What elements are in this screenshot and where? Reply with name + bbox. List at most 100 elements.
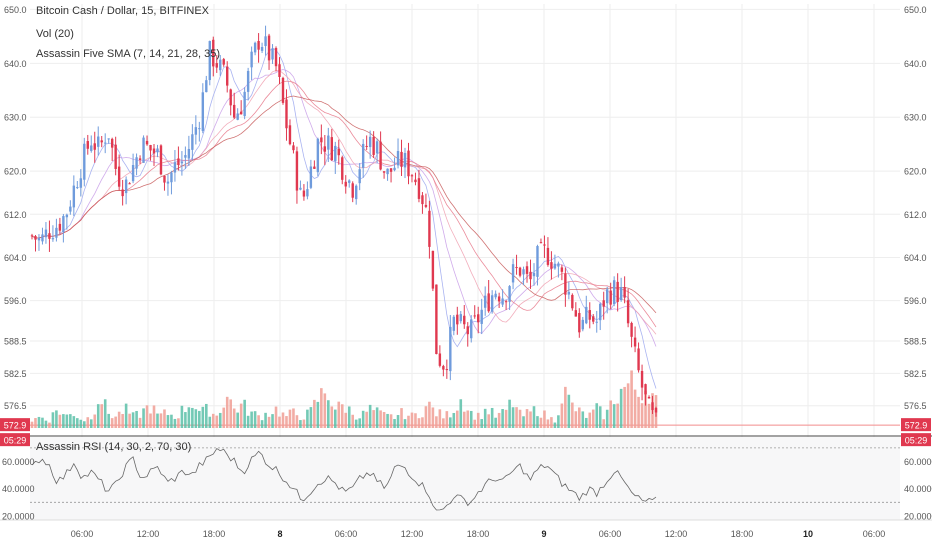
- price-tick-label: 650.0: [904, 5, 927, 15]
- volume-bar: [588, 412, 592, 428]
- volume-bar: [82, 421, 86, 428]
- volume-bar: [347, 406, 351, 428]
- candle-body-down: [518, 267, 522, 276]
- candle-body-down: [539, 242, 543, 244]
- rsi-tick-label: 20.0000: [2, 511, 35, 521]
- volume-bar: [553, 422, 557, 428]
- time-tick-label: 06:00: [335, 529, 358, 539]
- volume-bar: [515, 407, 518, 428]
- candle-body-up: [142, 137, 145, 163]
- candle-body-up: [501, 298, 504, 305]
- candle-body-down: [365, 145, 368, 147]
- candle-body-up: [124, 179, 128, 194]
- candle-body-up: [253, 42, 257, 53]
- volume-bar: [508, 399, 511, 428]
- volume-bar: [529, 411, 532, 428]
- volume-bar: [306, 409, 309, 428]
- candle-body-down: [379, 141, 382, 170]
- volume-bar: [239, 403, 243, 428]
- candle-body-down: [438, 353, 442, 366]
- rsi-tick-label: 40.0000: [2, 484, 35, 494]
- volume-bar: [612, 404, 616, 428]
- candle-body-down: [34, 236, 37, 240]
- sma-lines: [31, 47, 657, 389]
- last-price-label: 572.9: [905, 421, 928, 431]
- sma-line-14: [31, 69, 657, 347]
- candle-body-up: [553, 263, 557, 269]
- candle-body-up: [459, 314, 462, 322]
- volume-bar: [602, 419, 606, 428]
- candle-body-down: [163, 175, 166, 183]
- volume-bar: [630, 370, 633, 428]
- volume-bar: [299, 420, 302, 428]
- time-tick-label: 06:00: [71, 529, 94, 539]
- candle-body-down: [431, 250, 435, 289]
- volume-bar: [232, 408, 236, 428]
- volume-bar: [58, 414, 62, 428]
- volume-bar: [598, 406, 602, 428]
- volume-bar: [34, 418, 37, 428]
- time-tick-label: 12:00: [401, 529, 424, 539]
- volume-bar: [337, 401, 341, 428]
- volume-bar: [110, 418, 114, 428]
- candle-body-up: [264, 36, 267, 47]
- time-tick-label: 18:00: [467, 529, 490, 539]
- price-tick-label: 596.0: [904, 296, 927, 306]
- candle-body-up: [309, 166, 313, 188]
- volume-bar: [543, 410, 546, 428]
- price-axis-right[interactable]: 650.0 640.0 630.0 620.0 612.0 604.0 596.0 588.5…: [904, 5, 932, 522]
- candle-body-up: [619, 287, 623, 301]
- volume-bar: [640, 403, 644, 428]
- candle-body-down: [117, 166, 121, 187]
- volume-bar: [198, 410, 201, 428]
- time-tick-label: 06:00: [599, 529, 622, 539]
- volume-bar: [511, 407, 515, 428]
- sma-line-35: [31, 95, 657, 314]
- volume-bar: [414, 413, 417, 428]
- time-tick-label: 18:00: [731, 529, 754, 539]
- volume-bar: [557, 415, 560, 428]
- candle-body-down: [232, 104, 236, 118]
- candle-body-up: [205, 80, 208, 93]
- rsi-indicator-label[interactable]: Assassin RSI (14, 30, 2, 70, 30): [36, 441, 192, 453]
- volume-bar: [403, 419, 407, 428]
- candle-body-down: [86, 141, 89, 149]
- sma-line-21: [31, 69, 657, 335]
- candle-body-down: [341, 157, 344, 180]
- time-axis[interactable]: 06:00 12:00 18:00 8 06:00 12:00 18:00 9 06:00 12:…: [71, 529, 886, 539]
- volume-bar: [267, 416, 271, 428]
- candle-body-down: [574, 310, 578, 317]
- volume-indicator-label[interactable]: Vol (20): [36, 28, 74, 40]
- volume-bar: [292, 408, 295, 428]
- volume-bar: [571, 402, 574, 428]
- candle-body-down: [351, 183, 354, 198]
- candle-body-up: [299, 187, 302, 190]
- time-tick-label: 12:00: [665, 529, 688, 539]
- candle-body-up: [246, 70, 250, 92]
- volume-bar: [250, 411, 253, 428]
- candle-body-down: [226, 66, 229, 86]
- volume-bar: [313, 399, 316, 428]
- volume-bar: [560, 403, 564, 428]
- candle-body-up: [37, 237, 41, 241]
- volume-bar: [616, 403, 619, 428]
- candle-body-up: [191, 134, 194, 150]
- volume-bar: [107, 413, 110, 428]
- volume-bar: [69, 414, 72, 428]
- time-tick-label: 18:00: [203, 529, 226, 539]
- volume-bar: [637, 396, 640, 428]
- candle-body-up: [107, 138, 110, 140]
- price-axis-left[interactable]: 650.0 640.0 630.0 620.0 612.0 604.0 596.0 588.5…: [2, 5, 35, 522]
- volume-bar: [229, 399, 233, 428]
- price-tick-label: 604.0: [904, 253, 927, 263]
- volume-bar: [211, 413, 215, 428]
- sma-indicator-label[interactable]: Assassin Five SMA (7, 14, 21, 28, 35): [36, 48, 221, 60]
- volume-bar: [487, 414, 490, 428]
- volume-bar: [205, 403, 208, 428]
- candle-body-up: [557, 263, 560, 267]
- volume-bar: [285, 416, 288, 428]
- volume-bar: [462, 411, 466, 428]
- volume-bar: [459, 399, 463, 428]
- candle-body-down: [424, 204, 428, 207]
